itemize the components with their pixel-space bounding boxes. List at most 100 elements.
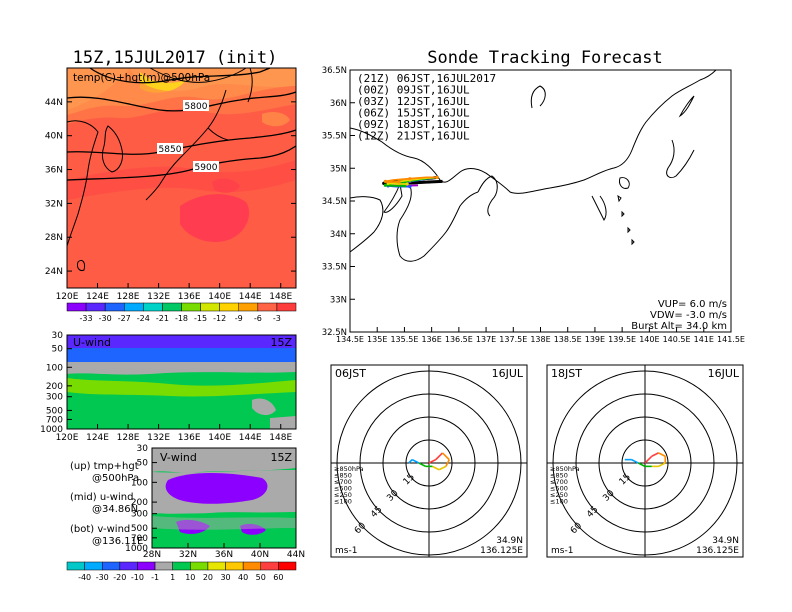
uwind-ytick-label: 200 [46, 382, 63, 392]
vwind-xtick-label: 40N [251, 550, 269, 560]
vwind-time: 15Z [270, 451, 292, 464]
uwind-ytick-label: 100 [46, 363, 63, 373]
wind-colorbar-cell [242, 561, 262, 571]
coast-noto [530, 85, 546, 109]
map500-xtick-label: 128E [117, 292, 140, 302]
temp-colorbar-label: -15 [194, 314, 207, 323]
track-legend-entry: (00Z) 09JST,16JUL [357, 84, 470, 97]
coast-korea [101, 125, 123, 173]
track-ytick-label: 34N [330, 230, 347, 240]
contour-label-5900: 5900 [195, 163, 218, 173]
temp-colorbar-cell [104, 302, 125, 312]
map500-xtick-label: 148E [269, 292, 292, 302]
coast-islands [617, 194, 635, 246]
map500-ytick-label: 32N [45, 199, 63, 209]
temp-colorbar-label: -27 [118, 314, 131, 323]
track-legend-entry: (12Z) 21JST,16JUL [357, 130, 470, 143]
track-xtick-label: 141E [694, 335, 714, 344]
uwind-ytick-label: 30 [52, 331, 64, 341]
hodo-trace-segment [651, 452, 659, 457]
uwind-purple-band [67, 335, 296, 350]
track-xtick-label: 135.5E [390, 335, 418, 344]
vwind-ytick-label: 1000 [125, 544, 148, 554]
map500-east-patch [262, 112, 290, 127]
track-ytick-label: 33N [330, 295, 347, 305]
track-xtick-label: 138E [530, 335, 550, 344]
track-legend-entry: (09Z) 18JST,16JUL [357, 118, 470, 131]
map500-xtick-label: 132E [147, 292, 170, 302]
temp-colorbar-cell [124, 302, 144, 312]
temp-colorbar-cell [200, 302, 220, 312]
track-xtick-label: 135E [367, 335, 387, 344]
uwind-xtick-label: 140E [208, 433, 231, 443]
wind-colorbar-label: 50 [256, 573, 266, 582]
uwind-ytick-label: 50 [52, 345, 64, 355]
track-point [383, 179, 387, 183]
coast-ise [477, 175, 498, 217]
wind-colorbar-cell [66, 561, 85, 571]
hodo-level-label: ≤100 [334, 498, 352, 506]
map500-label: temp(C)+hgt(m)@500hPa [73, 72, 210, 84]
map500-panel: temp(C)+hgt(m)@500hPa 5800 5850 5900 44N… [45, 67, 297, 302]
temp-colorbar-label: -3 [273, 314, 281, 323]
hodo-trace-segment [445, 459, 450, 467]
coast-sado [619, 177, 630, 189]
track-legend: (21Z) 06JST,16JUL2017(00Z) 09JST,16JUL (0… [357, 72, 496, 143]
track-info-line: VUP= 6.0 m/s [658, 299, 727, 310]
track-legend-entry: (06Z) 15JST,16JUL [357, 107, 470, 120]
uwind-label: U-wind [73, 336, 111, 349]
left-title: 15Z,15JUL2017 (init) [73, 48, 278, 68]
temp-colorbar-label: -18 [175, 314, 188, 323]
wind-colorbar-label: 20 [203, 573, 213, 582]
temp-colorbar-cell [219, 302, 240, 312]
wind-colorbar-cell [101, 561, 121, 571]
map500-ytick-label: 36N [45, 166, 63, 176]
track-ytick-label: 32.5N [322, 328, 347, 338]
uwind-blue-band [67, 348, 296, 362]
track-ytick-label: 33.5N [322, 263, 347, 273]
track-info-line: Burst Alt= 34.0 km [631, 321, 727, 332]
hodo-level-label: ≤250 [550, 491, 568, 499]
hodo-lon: 136.125E [696, 546, 739, 556]
map500-xtick-label: 120E [56, 292, 79, 302]
map500-frame [66, 67, 297, 289]
vwind-xtick-label: 36N [215, 550, 233, 560]
uwind-label-bg [68, 336, 118, 348]
track-xtick-label: 141.5E [717, 335, 745, 344]
vwind-ytick-label: 100 [131, 478, 148, 488]
wind-colorbar-label: 40 [238, 573, 248, 582]
vwind-label: V-wind [160, 451, 197, 464]
coast-china [66, 120, 99, 247]
note-bot-1: (bot) v-wind [70, 524, 130, 535]
note-mid-2: @34.86N [92, 504, 138, 515]
hodo-level-label: ≤700 [334, 478, 352, 486]
uwind-time: 15Z [270, 336, 292, 349]
uwind-light-band [67, 378, 296, 397]
hodo-level-label: ≤500 [550, 485, 568, 493]
vwind-xtick-label: 28N [143, 550, 161, 560]
temp-colorbar-label: -12 [213, 314, 226, 323]
hodo-trace-segment [408, 459, 413, 464]
uwind-ytick-label: 500 [46, 406, 63, 416]
uwind-ytick-label: 1000 [40, 425, 63, 435]
hodo-trace-segment [658, 462, 666, 468]
map500-yticks: 44N 40N 36N 32N 28N 24N [45, 98, 296, 277]
wind-colorbar-cell [190, 561, 209, 571]
track-xtick-label: 136.5E [445, 335, 473, 344]
hodo-level-label: ≤250 [334, 491, 352, 499]
track-point [397, 180, 401, 184]
note-mid-1: (mid) u-wind [70, 492, 133, 503]
temp-colorbar-cell [257, 302, 278, 312]
uwind-xtick-label: 128E [117, 433, 140, 443]
hodograph-left: 15304560≥850hPa≤850≤700≤500≤250≤10006JST… [330, 364, 528, 558]
track-legend-entry: (21Z) 06JST,16JUL2017 [357, 72, 496, 85]
wind-colorbar-label: -10 [131, 573, 144, 582]
uwind-xtick-label: 120E [56, 433, 79, 443]
wind-colorbar-label: 30 [220, 573, 230, 582]
contour-labels: 5800 5850 5900 [157, 100, 219, 173]
hodo-level-label: ≤500 [334, 485, 352, 493]
hodo-trace-segment [631, 458, 639, 464]
coast-taiwan [77, 259, 85, 271]
vwind-ytick-label: 200 [131, 498, 148, 508]
